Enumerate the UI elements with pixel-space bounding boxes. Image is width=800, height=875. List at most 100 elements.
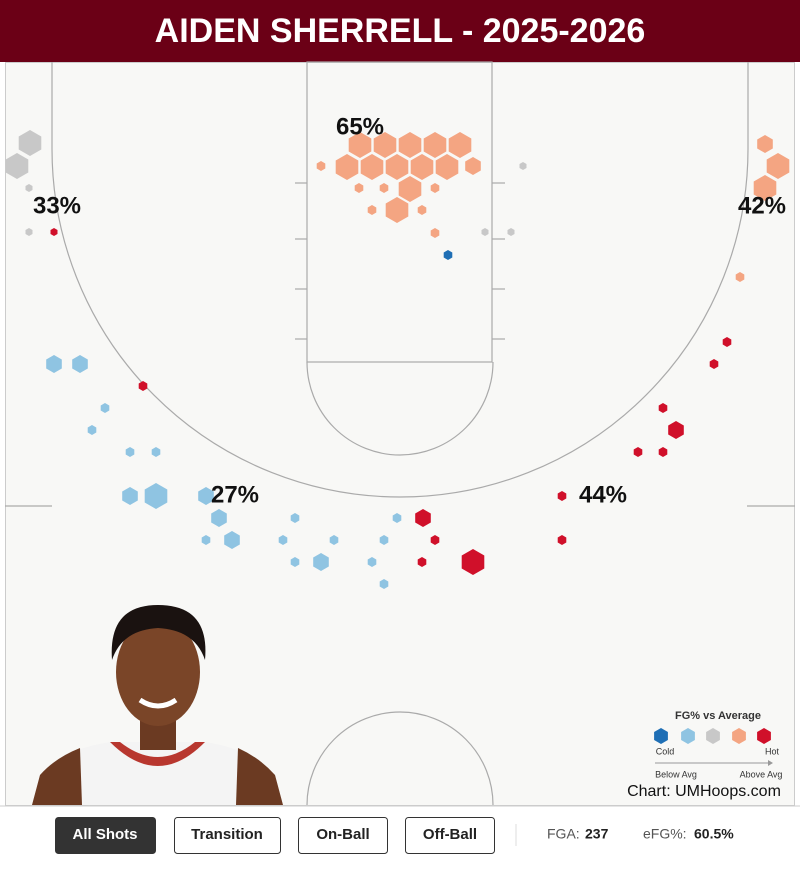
shot-hex — [18, 130, 42, 156]
court-lines — [5, 61, 795, 806]
shot-hex — [25, 184, 33, 192]
shot-hex — [417, 205, 427, 215]
filter-label[interactable]: On-Ball — [316, 826, 369, 843]
shot-hex — [668, 421, 684, 439]
shot-hex — [360, 154, 384, 180]
shot-hex — [278, 535, 288, 545]
shot-hex — [681, 728, 695, 744]
shot-hex — [379, 579, 389, 589]
shot-hex — [290, 513, 300, 523]
shot-hex — [557, 535, 567, 545]
shot-hex — [379, 183, 389, 193]
shot-hex — [224, 531, 240, 549]
shot-hex — [5, 153, 29, 179]
shot-hex — [385, 197, 409, 223]
stat-value: 237 — [585, 826, 609, 842]
shot-hex — [430, 228, 440, 238]
shot-hex — [348, 132, 372, 158]
zone-label: 42% — [738, 192, 786, 219]
shot-hex — [706, 728, 720, 744]
shot-hex — [430, 183, 440, 193]
shot-hex — [87, 425, 97, 435]
shot-hex — [658, 403, 668, 413]
filter-button[interactable] — [55, 817, 156, 854]
stat-value: 60.5% — [694, 826, 734, 842]
legend-above: Above Avg — [740, 769, 783, 779]
filter-button[interactable] — [174, 817, 281, 854]
shot-hex — [316, 161, 326, 171]
filter-button[interactable] — [405, 817, 495, 854]
shot-hex — [461, 549, 485, 575]
shot-hex — [379, 535, 389, 545]
shot-hex — [654, 728, 668, 744]
shot-hex — [198, 487, 214, 505]
shot-hex — [385, 154, 409, 180]
filter-button[interactable] — [298, 817, 388, 854]
shot-hex — [367, 557, 377, 567]
shot-hex — [417, 557, 427, 567]
shot-hex — [398, 132, 422, 158]
filter-label[interactable]: Transition — [191, 826, 263, 843]
shot-hex — [709, 359, 719, 369]
shot-hex — [633, 447, 643, 457]
shot-hex — [415, 509, 431, 527]
stat-label: FGA: — [547, 826, 580, 842]
shot-hex — [410, 154, 434, 180]
shot-hex — [290, 557, 300, 567]
zone-label: 27% — [211, 481, 259, 508]
shot-hex — [757, 728, 771, 744]
title: AIDEN SHERRELL - 2025-2026 — [155, 12, 646, 50]
shot-hex — [398, 176, 422, 202]
shot-hex — [354, 183, 364, 193]
shot-hex — [722, 337, 732, 347]
credit: Chart: UMHoops.com — [627, 783, 781, 800]
shot-hex — [151, 447, 161, 457]
shot-hex — [757, 135, 773, 153]
shot-hex — [448, 132, 472, 158]
shot-hex — [329, 535, 339, 545]
shot-hex — [367, 205, 377, 215]
shot-hex — [465, 157, 481, 175]
zone-label: 44% — [579, 481, 627, 508]
shot-hex — [25, 228, 33, 236]
legend-below: Below Avg — [655, 769, 697, 779]
shot-hex — [753, 175, 777, 201]
zone-label: 65% — [336, 113, 384, 140]
filter-label[interactable]: Off-Ball — [423, 826, 477, 843]
legend-cold: Cold — [656, 746, 675, 756]
legend-arrowhead — [768, 760, 773, 766]
zone-label: 33% — [33, 192, 81, 219]
shot-hex — [735, 272, 745, 282]
shot-hex — [392, 513, 402, 523]
shot-hex — [335, 154, 359, 180]
player-photo — [32, 605, 283, 805]
shot-hex — [766, 153, 790, 179]
shot-hex — [138, 381, 148, 391]
filter-label[interactable]: All Shots — [72, 826, 137, 843]
shot-hex — [100, 403, 110, 413]
shot-hex — [519, 162, 527, 170]
hex-layer — [5, 130, 790, 589]
stat-label: eFG%: — [643, 826, 687, 842]
shot-hex — [122, 487, 138, 505]
header-bar — [0, 0, 800, 62]
shot-hex — [313, 553, 329, 571]
shot-hex — [557, 491, 567, 501]
shot-hex — [144, 483, 168, 509]
shot-hex — [507, 228, 515, 236]
shot-hex — [201, 535, 211, 545]
shot-hex — [430, 535, 440, 545]
shot-hex — [50, 228, 58, 236]
shot-hex — [732, 728, 746, 744]
legend: FG% vs Average Cold Hot Below Avg Above … — [654, 710, 782, 779]
legend-title: FG% vs Average — [675, 710, 761, 722]
shot-hex — [435, 154, 459, 180]
shot-hex — [481, 228, 489, 236]
shot-hex — [373, 132, 397, 158]
legend-hot: Hot — [765, 746, 780, 756]
shot-hex — [46, 355, 62, 373]
shot-hex — [211, 509, 227, 527]
shot-hex — [125, 447, 135, 457]
